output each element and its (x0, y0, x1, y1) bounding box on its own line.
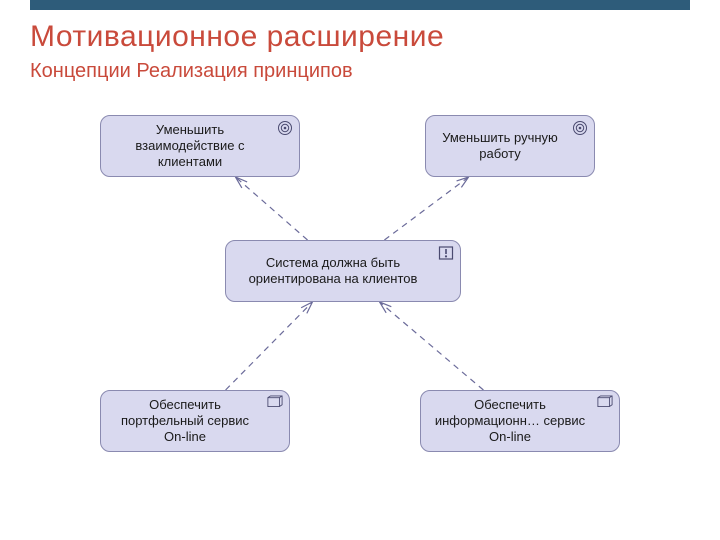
diagram-node: Обеспечить портфельный сервис On-line (100, 390, 290, 452)
arrowhead-icon (301, 302, 312, 313)
node-label: Обеспечить информационн… сервис On-line (431, 397, 589, 446)
diagram-edge (380, 302, 484, 390)
node-label: Уменьшить ручную работу (436, 130, 564, 163)
goal-icon (277, 120, 293, 134)
diagram-node: Обеспечить информационн… сервис On-line (420, 390, 620, 452)
diagram-edge (226, 302, 313, 390)
requirement-icon (267, 395, 283, 409)
requirement-icon (597, 395, 613, 409)
goal-icon (572, 120, 588, 134)
node-label: Система должна быть ориентирована на кли… (236, 255, 430, 288)
node-label: Уменьшить взаимодействие с клиентами (111, 122, 269, 171)
diagram-node: Уменьшить ручную работу (425, 115, 595, 177)
principle-icon (438, 245, 454, 259)
node-label: Обеспечить портфельный сервис On-line (111, 397, 259, 446)
diagram-canvas: Уменьшить взаимодействие с клиентами Умен… (0, 0, 720, 540)
diagram-edge (384, 177, 468, 240)
diagram-edge (235, 177, 307, 240)
arrowhead-icon (380, 302, 392, 313)
diagram-node: Система должна быть ориентирована на кли… (225, 240, 461, 302)
arrowhead-icon (457, 177, 469, 187)
diagram-node: Уменьшить взаимодействие с клиентами (100, 115, 300, 177)
arrowhead-icon (235, 177, 247, 188)
